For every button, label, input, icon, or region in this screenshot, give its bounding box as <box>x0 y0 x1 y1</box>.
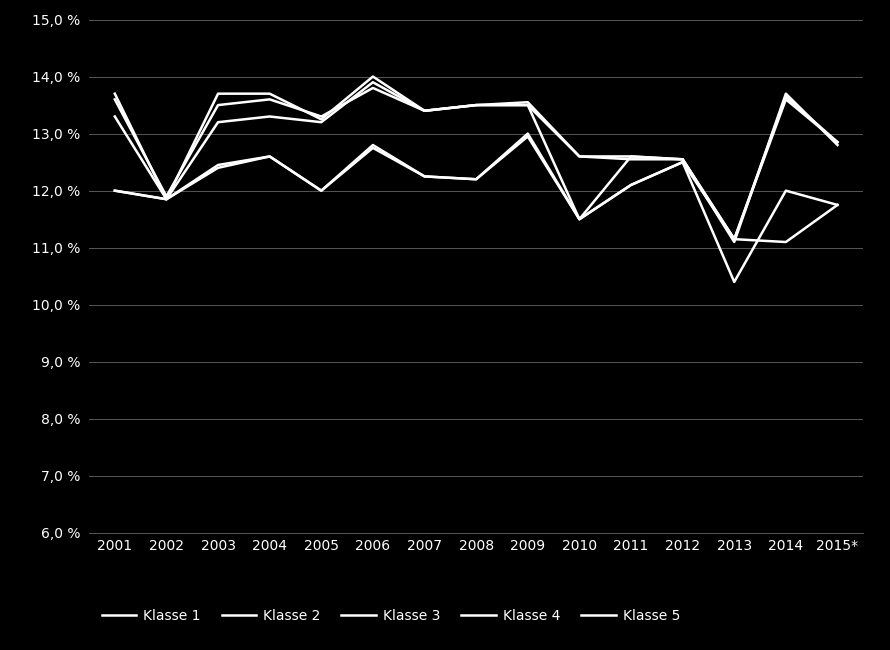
Klasse 5 <box>419 172 430 180</box>
Klasse 1 <box>264 112 275 120</box>
Klasse 3 <box>161 196 172 203</box>
Klasse 5 <box>161 196 172 203</box>
Klasse 4 <box>471 176 481 183</box>
Line: Klasse 5: Klasse 5 <box>115 136 837 282</box>
Klasse 2 <box>677 155 688 163</box>
Klasse 3 <box>522 98 533 106</box>
Klasse 3 <box>471 101 481 109</box>
Klasse 5 <box>522 133 533 140</box>
Klasse 1 <box>109 112 120 120</box>
Klasse 2 <box>316 112 327 120</box>
Klasse 4 <box>626 181 636 189</box>
Klasse 1 <box>781 90 791 97</box>
Klasse 3 <box>626 155 636 163</box>
Klasse 3 <box>729 235 740 243</box>
Klasse 4 <box>161 196 172 203</box>
Klasse 1 <box>316 118 327 126</box>
Line: Klasse 1: Klasse 1 <box>115 83 837 242</box>
Klasse 5 <box>213 164 223 172</box>
Klasse 3 <box>316 116 327 124</box>
Klasse 2 <box>264 96 275 103</box>
Klasse 5 <box>677 158 688 166</box>
Klasse 4 <box>729 235 740 243</box>
Klasse 3 <box>213 90 223 97</box>
Klasse 1 <box>626 153 636 161</box>
Klasse 3 <box>574 153 585 161</box>
Klasse 4 <box>316 187 327 194</box>
Klasse 5 <box>471 176 481 183</box>
Klasse 1 <box>729 238 740 246</box>
Klasse 1 <box>213 118 223 126</box>
Klasse 1 <box>161 196 172 203</box>
Line: Klasse 4: Klasse 4 <box>115 134 837 242</box>
Klasse 3 <box>832 138 843 146</box>
Klasse 3 <box>264 90 275 97</box>
Klasse 2 <box>574 153 585 161</box>
Klasse 4 <box>522 130 533 138</box>
Klasse 5 <box>368 144 378 152</box>
Klasse 1 <box>471 101 481 109</box>
Klasse 4 <box>213 161 223 169</box>
Klasse 5 <box>264 153 275 161</box>
Klasse 2 <box>419 107 430 114</box>
Klasse 1 <box>419 107 430 114</box>
Klasse 3 <box>109 90 120 97</box>
Klasse 5 <box>109 187 120 194</box>
Klasse 4 <box>109 187 120 194</box>
Klasse 5 <box>574 215 585 223</box>
Klasse 1 <box>832 141 843 149</box>
Klasse 4 <box>574 215 585 223</box>
Klasse 5 <box>832 201 843 209</box>
Klasse 2 <box>626 153 636 161</box>
Klasse 2 <box>832 138 843 146</box>
Klasse 2 <box>729 235 740 243</box>
Klasse 2 <box>522 101 533 109</box>
Klasse 1 <box>522 101 533 109</box>
Klasse 2 <box>368 84 378 92</box>
Klasse 3 <box>419 107 430 114</box>
Klasse 4 <box>368 141 378 149</box>
Klasse 3 <box>781 93 791 101</box>
Klasse 4 <box>264 153 275 161</box>
Klasse 2 <box>213 101 223 109</box>
Line: Klasse 2: Klasse 2 <box>115 88 837 239</box>
Klasse 1 <box>368 79 378 86</box>
Klasse 4 <box>781 238 791 246</box>
Legend: Klasse 1, Klasse 2, Klasse 3, Klasse 4, Klasse 5: Klasse 1, Klasse 2, Klasse 3, Klasse 4, … <box>96 604 685 629</box>
Klasse 5 <box>781 187 791 194</box>
Klasse 2 <box>109 96 120 103</box>
Klasse 4 <box>832 201 843 209</box>
Klasse 2 <box>161 192 172 200</box>
Klasse 1 <box>677 155 688 163</box>
Klasse 5 <box>626 181 636 189</box>
Klasse 1 <box>574 215 585 223</box>
Klasse 4 <box>677 158 688 166</box>
Klasse 5 <box>316 187 327 194</box>
Klasse 3 <box>677 155 688 163</box>
Klasse 3 <box>368 73 378 81</box>
Klasse 2 <box>471 101 481 109</box>
Klasse 4 <box>419 172 430 180</box>
Line: Klasse 3: Klasse 3 <box>115 77 837 239</box>
Klasse 5 <box>729 278 740 286</box>
Klasse 2 <box>781 96 791 103</box>
